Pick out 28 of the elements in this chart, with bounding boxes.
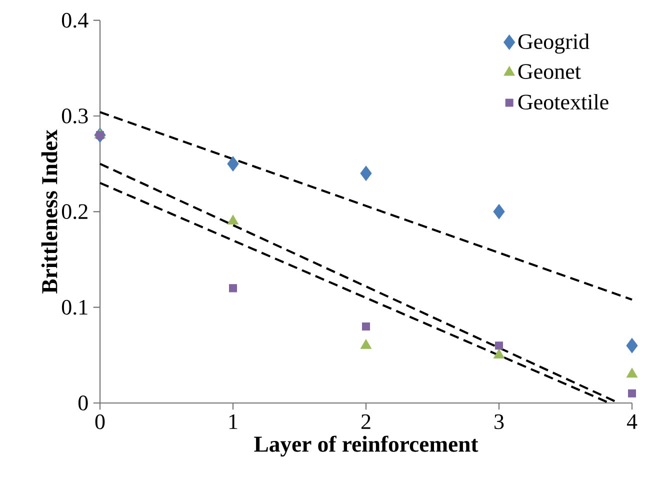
point	[493, 204, 505, 220]
x-tick-label: 4	[626, 414, 638, 429]
point	[227, 156, 239, 172]
y-tick-label: 0.2	[62, 204, 88, 220]
point	[360, 339, 372, 349]
y-tick-label: 0.1	[62, 300, 88, 315]
point	[362, 322, 370, 330]
x-tick-label: 0	[95, 414, 105, 430]
x-tick-label: 3	[494, 414, 504, 430]
x-tick-label: 1	[229, 414, 238, 429]
x-tick-label: 2	[361, 414, 370, 429]
point	[229, 284, 238, 292]
point	[493, 348, 505, 358]
y-axis-title: Brittleness Index	[41, 130, 58, 294]
y-tick-label: 0	[78, 396, 88, 410]
legend-label: Geonet	[518, 64, 581, 79]
point	[495, 342, 504, 350]
y-tick-label: 0.3	[62, 108, 88, 124]
point	[626, 368, 638, 378]
point	[360, 166, 372, 181]
legend-label: Geotextile	[518, 94, 608, 110]
legend-label: Geogrid	[518, 34, 590, 54]
point	[96, 131, 104, 140]
point	[227, 214, 239, 225]
point	[626, 338, 638, 354]
x-axis-title: Layer of reinforcement	[254, 436, 478, 457]
point	[628, 389, 636, 398]
y-tick-label: 0.4	[62, 12, 88, 28]
